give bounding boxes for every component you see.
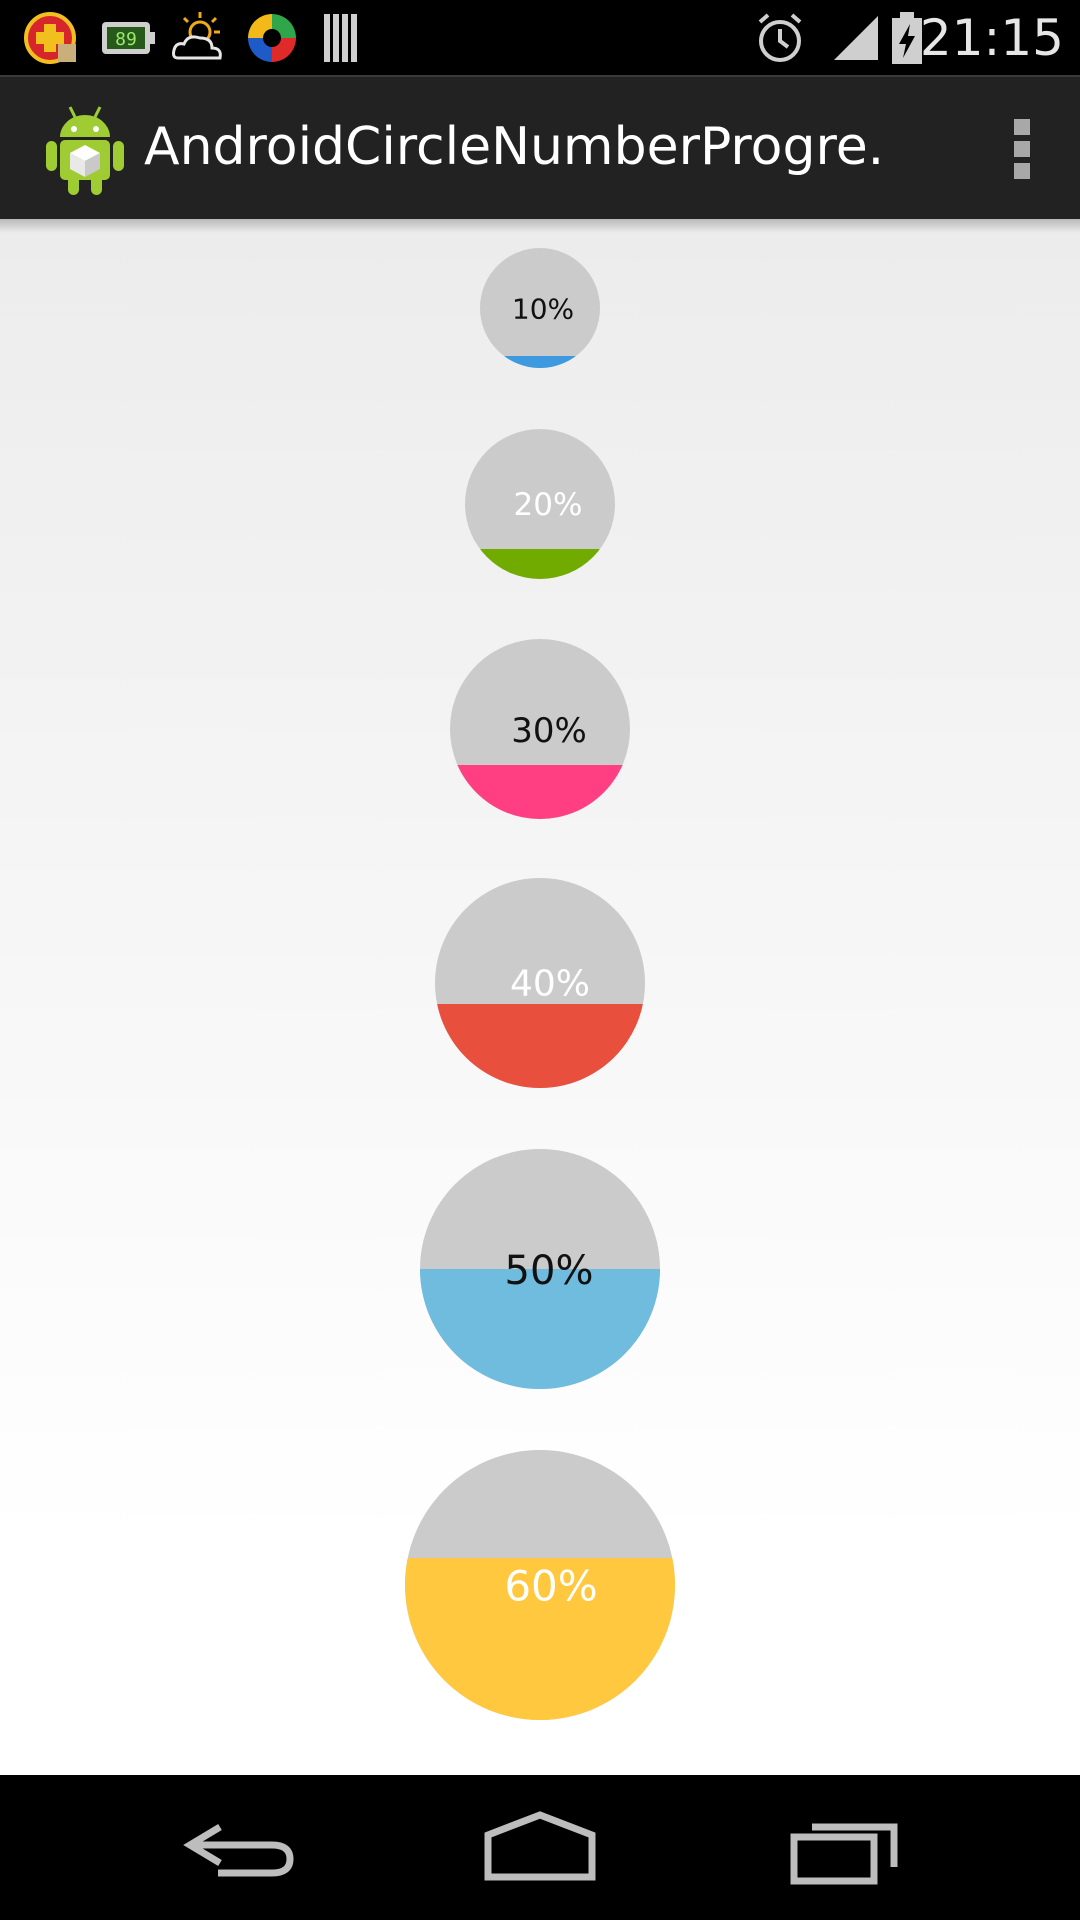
circle-progress-graphic [465, 429, 615, 579]
battery-badge: 89 [115, 29, 137, 50]
firstaid-kit-icon [24, 12, 76, 64]
signal-icon [834, 16, 878, 60]
circle-progress-label: 20% [513, 487, 583, 523]
weather-icon [172, 12, 222, 60]
circle-progress-graphic [450, 639, 630, 819]
colorful-app-icon [248, 14, 296, 62]
battery-89-icon: 89 [102, 22, 155, 54]
status-bar: 89 21:15 [0, 0, 1080, 75]
circle-progress-label: 10% [511, 292, 575, 326]
circle-progress-graphic [480, 248, 600, 368]
barcode-icon [324, 14, 357, 62]
battery-charging-icon [892, 12, 922, 64]
app-title: AndroidCircleNumberProgre. [144, 117, 885, 177]
home-icon[interactable] [460, 1797, 620, 1897]
back-icon[interactable] [160, 1797, 320, 1897]
alarm-icon [758, 13, 802, 62]
circle-progress-graphic [435, 878, 645, 1088]
circle-progress-label: 50% [504, 1248, 594, 1294]
circle-progress-label: 30% [511, 711, 587, 751]
circle-progress-label: 60% [504, 1561, 598, 1611]
progress-track [480, 248, 600, 368]
status-time: 21:15 [919, 9, 1064, 67]
progress-track [465, 429, 615, 579]
recents-icon[interactable] [764, 1797, 924, 1897]
circle-progress-graphic [405, 1450, 675, 1720]
navigation-bar [0, 1775, 1080, 1920]
overflow-menu-icon[interactable] [994, 105, 1050, 193]
action-bar: AndroidCircleNumberProgre. [0, 75, 1080, 219]
circle-progress-label: 40% [509, 963, 591, 1005]
circle-progress-graphic [420, 1149, 660, 1389]
android-robot-icon[interactable] [44, 101, 126, 197]
content-area: 10% 20% 30% 40% 50% 60% [0, 219, 1080, 1775]
